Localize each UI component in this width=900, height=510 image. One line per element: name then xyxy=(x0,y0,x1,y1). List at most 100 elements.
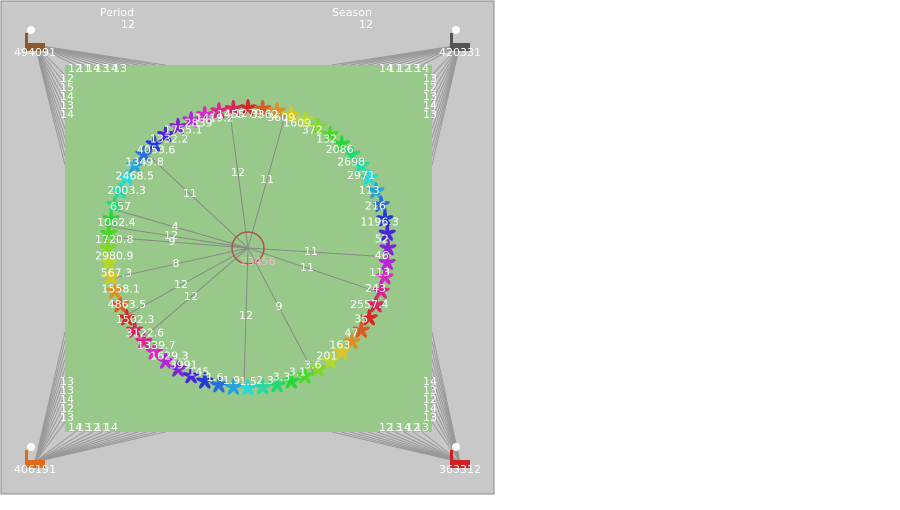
farm-label: 1609 xyxy=(283,116,311,129)
farm xyxy=(321,352,339,369)
fan-line xyxy=(431,44,461,94)
chimney xyxy=(25,450,28,462)
farm-label: 1.5 xyxy=(239,375,257,388)
fan-line xyxy=(34,44,66,103)
leaf xyxy=(378,229,389,235)
farm-label: 52 xyxy=(375,232,389,245)
leaf xyxy=(282,111,293,117)
factory-label: 363312 xyxy=(439,463,481,476)
fan-line xyxy=(34,44,66,166)
fan-line xyxy=(34,431,166,463)
farm-label: 2557.4 xyxy=(350,298,389,311)
farm-label: 35 xyxy=(354,313,368,326)
link xyxy=(229,109,249,249)
leaf xyxy=(210,107,220,113)
leaf xyxy=(268,381,279,387)
leaf xyxy=(118,174,128,180)
farm xyxy=(224,99,242,117)
leaf xyxy=(196,111,206,117)
chimney xyxy=(450,33,453,45)
farm xyxy=(360,169,378,186)
leaf xyxy=(111,187,122,193)
edge-label: 14 xyxy=(104,62,118,75)
link-label: 11 xyxy=(300,261,314,274)
farm xyxy=(145,134,163,152)
chimney xyxy=(25,33,28,45)
farm xyxy=(309,360,327,377)
farm-label: 2698 xyxy=(337,155,365,168)
leaf xyxy=(352,326,363,332)
edge-label: 13 xyxy=(60,375,74,388)
farm xyxy=(111,295,129,313)
farm xyxy=(99,239,117,256)
edge-label: 13 xyxy=(423,411,437,424)
smoke xyxy=(452,26,460,34)
smoke xyxy=(452,443,460,451)
link-label: 11 xyxy=(260,173,274,186)
leaf xyxy=(376,215,386,221)
edge-label: 13 xyxy=(113,62,127,75)
edge-label: 12 xyxy=(68,62,82,75)
farm-label: 2980.9 xyxy=(95,250,134,263)
farm xyxy=(102,268,120,285)
farm xyxy=(333,134,351,152)
edge-label: 14 xyxy=(423,402,437,415)
leaf xyxy=(100,229,110,235)
farm xyxy=(106,282,124,299)
farm xyxy=(169,117,187,135)
season-value: 12 xyxy=(359,18,373,31)
link xyxy=(247,247,388,258)
leaf xyxy=(126,326,136,332)
leaf xyxy=(321,131,332,136)
edge-label: 14 xyxy=(60,90,74,103)
farm-label: 1.9 xyxy=(223,374,241,387)
farm xyxy=(378,253,396,271)
leaf xyxy=(182,372,193,378)
leaf xyxy=(169,123,179,128)
edge-label: 13 xyxy=(388,421,402,434)
farm-label: 1629.3 xyxy=(150,350,189,363)
farm-label: 3609 xyxy=(267,111,295,124)
fan-line xyxy=(34,431,103,463)
farm xyxy=(343,145,361,162)
fan-line xyxy=(421,431,461,463)
link-label: 4 xyxy=(172,220,179,233)
edge-label: 13 xyxy=(77,421,91,434)
factory-label: 494091 xyxy=(14,46,56,59)
leaf xyxy=(126,162,136,167)
link xyxy=(111,247,249,279)
leaf xyxy=(182,116,193,122)
link-label: 8 xyxy=(173,257,180,270)
farm-label: 2468.5 xyxy=(116,169,155,182)
farm xyxy=(169,360,187,377)
factory xyxy=(25,460,45,468)
farm xyxy=(296,366,314,384)
edge-label: 14 xyxy=(423,99,437,112)
season-label: Season xyxy=(332,6,372,19)
edge-label: 14 xyxy=(68,421,82,434)
farm-label: 163 xyxy=(329,339,350,352)
leaf xyxy=(210,381,220,387)
factory-label: 406191 xyxy=(14,463,56,476)
farm xyxy=(268,375,286,393)
farm xyxy=(268,102,286,119)
farm xyxy=(157,125,175,143)
farm xyxy=(157,352,175,369)
farm xyxy=(100,224,118,241)
leaf xyxy=(309,365,319,371)
edge-label: 13 xyxy=(406,62,420,75)
farm xyxy=(196,372,214,389)
farm xyxy=(352,156,370,174)
smoke xyxy=(27,443,35,451)
farm xyxy=(367,295,385,313)
link-label: 12 xyxy=(164,229,178,242)
farm xyxy=(254,378,272,395)
farm-label: 132 xyxy=(316,132,337,145)
edge-label: 13 xyxy=(423,72,437,85)
farm xyxy=(376,209,394,227)
edge-label: 15 xyxy=(60,81,74,94)
leaf xyxy=(157,131,167,136)
edge-label: 13 xyxy=(95,62,109,75)
fan-line xyxy=(34,412,66,463)
leaf xyxy=(254,105,264,110)
